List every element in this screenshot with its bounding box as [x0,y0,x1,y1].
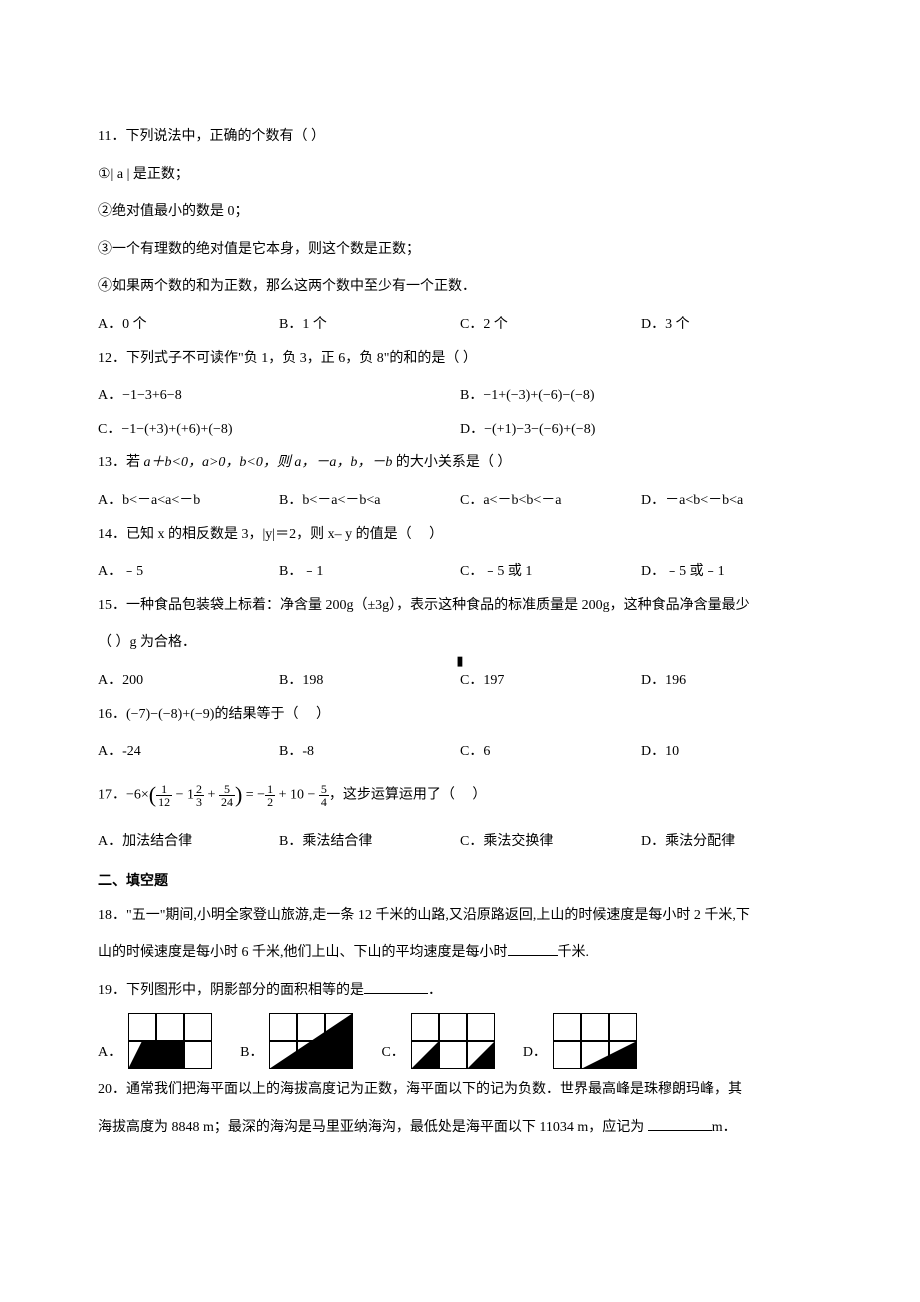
q12-A: A．−1−3+6−8 [98,379,460,413]
q11-B: B．1 个 [279,308,460,342]
q15-stem2: （ ）g 为合格． [98,626,822,660]
q12-choices-1: A．−1−3+6−8 B．−1+(−3)+(−6)−(−8) [98,379,822,413]
q15-stem1: 15．一种食品包装袋上标着：净含量 200g（±3g），表示这种食品的标准质量是… [98,589,822,623]
q18-l1: 18．"五一"期间,小明全家登山旅游,走一条 12 千米的山路,又沿原路返回,上… [98,899,822,933]
q16-C: C．6 [460,735,641,769]
q12-stem: 12．下列式子不可读作"负 1，负 3，正 6，负 8"的和的是（ ） [98,342,822,376]
q19-fig-B: B． [240,1013,353,1069]
q17-choices: A．加法结合律 B．乘法结合律 C．乘法交换律 D．乘法分配律 [98,825,822,859]
q19-fig-C: C． [381,1013,494,1069]
q16-stem: 16．(−7)−(−8)+(−9)的结果等于（ ） [98,698,822,732]
q11-s2: ②绝对值最小的数是 0； [98,195,822,229]
q15-B: B．198 [279,664,460,698]
q11-choices: A．0 个 B．1 个 C．2 个 D．3 个 [98,308,822,342]
q15-D: D．196 [641,664,822,698]
q12-choices-2: C．−1−(+3)+(+6)+(−8) D．−(+1)−3−(−6)+(−8) [98,413,822,447]
q20-l2: 海拔高度为 8848 m；最深的海沟是马里亚纳海沟，最低处是海平面以下 1103… [98,1111,822,1145]
q15-A: A．200 [98,664,279,698]
q14-choices: A．﹣5 B．﹣1 C．﹣5 或 1 D．﹣5 或﹣1 [98,555,822,589]
q16-D: D．10 [641,735,822,769]
q15-choices: A．200 B．198 C．197 D．196 [98,664,822,698]
q16-choices: A．-24 B．-8 C．6 D．10 [98,735,822,769]
q13-choices: A．b<－a<a<－b B．b<－a<－b<a C．a<－b<b<－a D．－a… [98,484,822,518]
q14-D: D．﹣5 或﹣1 [641,555,822,589]
q16-A: A．-24 [98,735,279,769]
q11-D: D．3 个 [641,308,822,342]
q11-stem: 11．下列说法中，正确的个数有（ ） [98,120,822,154]
q11-C: C．2 个 [460,308,641,342]
section-2-heading: 二、填空题 [98,865,822,899]
q11-s3: ③一个有理数的绝对值是它本身，则这个数是正数； [98,233,822,267]
q12-B: B．−1+(−3)+(−6)−(−8) [460,379,822,413]
q13-D: D．－a<b<－b<a [641,484,822,518]
q18-l2: 山的时候速度是每小时 6 千米,他们上山、下山的平均速度是每小时千米. [98,936,822,970]
q14-C: C．﹣5 或 1 [460,555,641,589]
q19-fig-A: A． [98,1013,212,1069]
q14-A: A．﹣5 [98,555,279,589]
q16-B: B．-8 [279,735,460,769]
q18-blank [508,942,558,956]
q19-blank [364,980,428,994]
q15-C: C．197 [460,664,641,698]
q13-C: C．a<－b<b<－a [460,484,641,518]
q19-stem: 19．下列图形中，阴影部分的面积相等的是． [98,974,822,1008]
q19-figures: A． B． C． D． [98,1013,822,1069]
q11-s4: ④如果两个数的和为正数，那么这两个数中至少有一个正数． [98,270,822,304]
q11-A: A．0 个 [98,308,279,342]
q20-blank [648,1117,712,1131]
q14-stem: 14．已知 x 的相反数是 3，|y|＝2，则 x– y 的值是（ ） [98,518,822,552]
q13-B: B．b<－a<－b<a [279,484,460,518]
q19-fig-D: D． [523,1013,637,1069]
q20-l1: 20．通常我们把海平面以上的海拔高度记为正数，海平面以下的记为负数．世界最高峰是… [98,1073,822,1107]
q17-A: A．加法结合律 [98,825,279,859]
q17-D: D．乘法分配律 [641,825,822,859]
q17-C: C．乘法交换律 [460,825,641,859]
q13-stem: 13．若 a＋b<0，a>0，b<0，则 a，－a，b，－b 的大小关系是（ ） [98,446,822,480]
q12-C: C．−1−(+3)+(+6)+(−8) [98,413,460,447]
q14-B: B．﹣1 [279,555,460,589]
q12-D: D．−(+1)−3−(−6)+(−8) [460,413,822,447]
q17-stem: 17．−6×(112 − 123 + 524) = −12 + 10 − 54，… [98,769,822,822]
q17-B: B．乘法结合律 [279,825,460,859]
q11-s1: ①| a | 是正数； [98,158,822,192]
q13-A: A．b<－a<a<－b [98,484,279,518]
